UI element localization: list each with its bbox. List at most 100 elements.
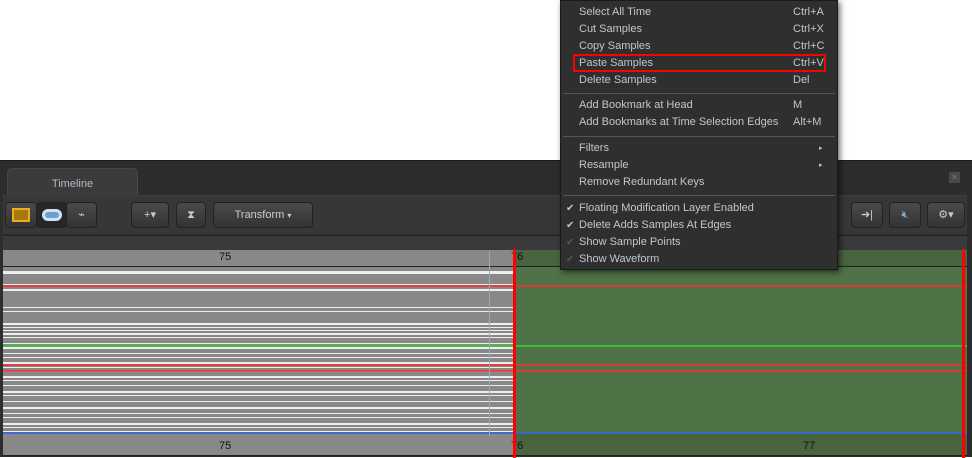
chevron-down-icon: ▾ bbox=[287, 211, 292, 220]
menu-item[interactable]: Select All Time Ctrl+A bbox=[561, 4, 837, 21]
curve-line bbox=[3, 380, 515, 381]
curves-view-icon bbox=[41, 209, 62, 221]
context-menu: Select All Time Ctrl+A Cut Samples Ctrl+X Co… bbox=[560, 0, 838, 270]
menu-separator bbox=[563, 136, 835, 137]
waveform-icon: ⌁ bbox=[78, 209, 85, 221]
menu-item[interactable]: ✔ Delete Adds Samples At Edges bbox=[561, 217, 837, 234]
curve-line bbox=[3, 273, 515, 274]
curve-line bbox=[3, 337, 515, 338]
curve-line bbox=[3, 427, 515, 428]
tab-timeline[interactable]: Timeline bbox=[7, 168, 138, 196]
ruler-label: 75 bbox=[219, 440, 232, 452]
mute-button[interactable]: 🔇︎ bbox=[889, 202, 921, 228]
curve-line bbox=[3, 417, 515, 418]
menu-item[interactable]: Filters ▸ bbox=[561, 140, 837, 157]
add-bookmark-icon: +▾ bbox=[144, 209, 156, 221]
curve-line bbox=[3, 364, 967, 366]
menu-item-shortcut: M bbox=[793, 99, 803, 111]
menu-item-label: Delete Samples bbox=[579, 74, 657, 86]
submenu-arrow-icon: ▸ bbox=[819, 145, 823, 152]
time-selection-region bbox=[515, 434, 967, 455]
menu-item-label: Floating Modification Layer Enabled bbox=[579, 202, 754, 214]
menu-item-shortcut: Ctrl+A bbox=[793, 6, 824, 18]
menu-item-shortcut: Ctrl+X bbox=[793, 23, 824, 35]
curve-line bbox=[3, 367, 515, 368]
curve-line bbox=[3, 401, 515, 402]
add-bookmark-button[interactable]: +▾ bbox=[131, 202, 169, 228]
menu-item[interactable]: ✔ Show Sample Points bbox=[561, 234, 837, 251]
highlight-box bbox=[573, 54, 826, 72]
check-icon: ✔ bbox=[566, 237, 575, 248]
curve-line bbox=[3, 271, 515, 273]
curve-line bbox=[3, 385, 515, 386]
waveform-button[interactable]: ⌁ bbox=[66, 202, 97, 228]
menu-item[interactable]: Copy Samples Ctrl+C bbox=[561, 38, 837, 55]
transform-dropdown[interactable]: Transform ▾ bbox=[213, 202, 313, 228]
bottom-ruler[interactable]: 75 76 77 bbox=[3, 434, 967, 456]
curve-line bbox=[3, 407, 515, 409]
ruler-label: 77 bbox=[803, 440, 816, 452]
jump-to-end-icon: ➔| bbox=[860, 209, 874, 221]
time-selection-start-handle[interactable] bbox=[513, 249, 516, 458]
curve-line bbox=[3, 333, 515, 335]
curve-line bbox=[3, 357, 515, 358]
film-strip-button[interactable] bbox=[5, 202, 37, 228]
curve-line bbox=[3, 395, 515, 396]
settings-button[interactable]: ⚙▾ bbox=[927, 202, 965, 228]
menu-item[interactable]: Add Bookmark at Head M bbox=[561, 97, 837, 114]
menu-separator bbox=[563, 93, 835, 94]
menu-item-shortcut: Ctrl+C bbox=[793, 40, 825, 52]
curve-line bbox=[3, 362, 515, 364]
curve-line bbox=[3, 284, 515, 285]
menu-item[interactable]: Resample ▸ bbox=[561, 157, 837, 174]
film-strip-icon bbox=[12, 208, 30, 222]
menu-item[interactable]: Delete Samples Del bbox=[561, 72, 837, 89]
curve-line bbox=[3, 330, 515, 331]
menu-item-label: Delete Adds Samples At Edges bbox=[579, 219, 732, 231]
curve-line bbox=[3, 432, 967, 434]
time-selection-end-handle[interactable] bbox=[962, 249, 969, 458]
menu-item[interactable]: ✔ Show Waveform bbox=[561, 251, 837, 268]
menu-item-shortcut: Ctrl+V bbox=[793, 57, 824, 69]
curve-line bbox=[3, 307, 515, 308]
menu-item-label: Add Bookmark at Head bbox=[579, 99, 693, 111]
curve-line bbox=[3, 353, 515, 354]
curve-line bbox=[3, 311, 515, 312]
curve-line bbox=[3, 431, 515, 432]
jump-to-end-button[interactable]: ➔| bbox=[851, 202, 883, 228]
menu-item[interactable]: Add Bookmarks at Time Selection Edges Alt… bbox=[561, 114, 837, 131]
submenu-arrow-icon: ▸ bbox=[819, 162, 823, 169]
curves-view-button[interactable] bbox=[36, 202, 67, 228]
tab-divider bbox=[3, 195, 967, 197]
curve-line bbox=[3, 347, 515, 349]
curve-line bbox=[3, 370, 967, 372]
menu-item-label: Show Sample Points bbox=[579, 236, 681, 248]
menu-item-shortcut: Alt+M bbox=[793, 116, 822, 128]
ruler-label: 75 bbox=[219, 251, 232, 263]
menu-item[interactable]: Cut Samples Ctrl+X bbox=[561, 21, 837, 38]
menu-item-label: Show Waveform bbox=[579, 253, 660, 265]
menu-item[interactable]: Remove Redundant Keys bbox=[561, 174, 837, 191]
menu-item[interactable]: Paste Samples Ctrl+V bbox=[561, 55, 837, 72]
check-icon: ✔ bbox=[566, 203, 575, 214]
curve-line bbox=[3, 289, 515, 291]
menu-separator bbox=[563, 195, 835, 196]
transform-label: Transform bbox=[234, 209, 285, 221]
curve-line bbox=[3, 285, 967, 287]
time-selection-overlay bbox=[515, 267, 967, 434]
close-icon[interactable]: × bbox=[949, 172, 960, 183]
menu-item-label: Resample bbox=[579, 159, 629, 171]
playhead[interactable] bbox=[489, 251, 490, 436]
curve-line bbox=[3, 376, 515, 378]
mute-icon: 🔇︎ bbox=[901, 209, 909, 221]
menu-item[interactable]: ✔ Floating Modification Layer Enabled bbox=[561, 200, 837, 217]
time-selection-button[interactable]: ⧗ bbox=[176, 202, 206, 228]
menu-item-label: Copy Samples bbox=[579, 40, 651, 52]
gear-icon: ⚙▾ bbox=[938, 209, 954, 221]
curve-line bbox=[3, 391, 515, 393]
curve-line bbox=[3, 423, 515, 425]
curve-area[interactable] bbox=[3, 267, 967, 434]
menu-item-label: Paste Samples bbox=[579, 57, 653, 69]
curve-line bbox=[3, 343, 515, 344]
menu-item-label: Remove Redundant Keys bbox=[579, 176, 705, 188]
